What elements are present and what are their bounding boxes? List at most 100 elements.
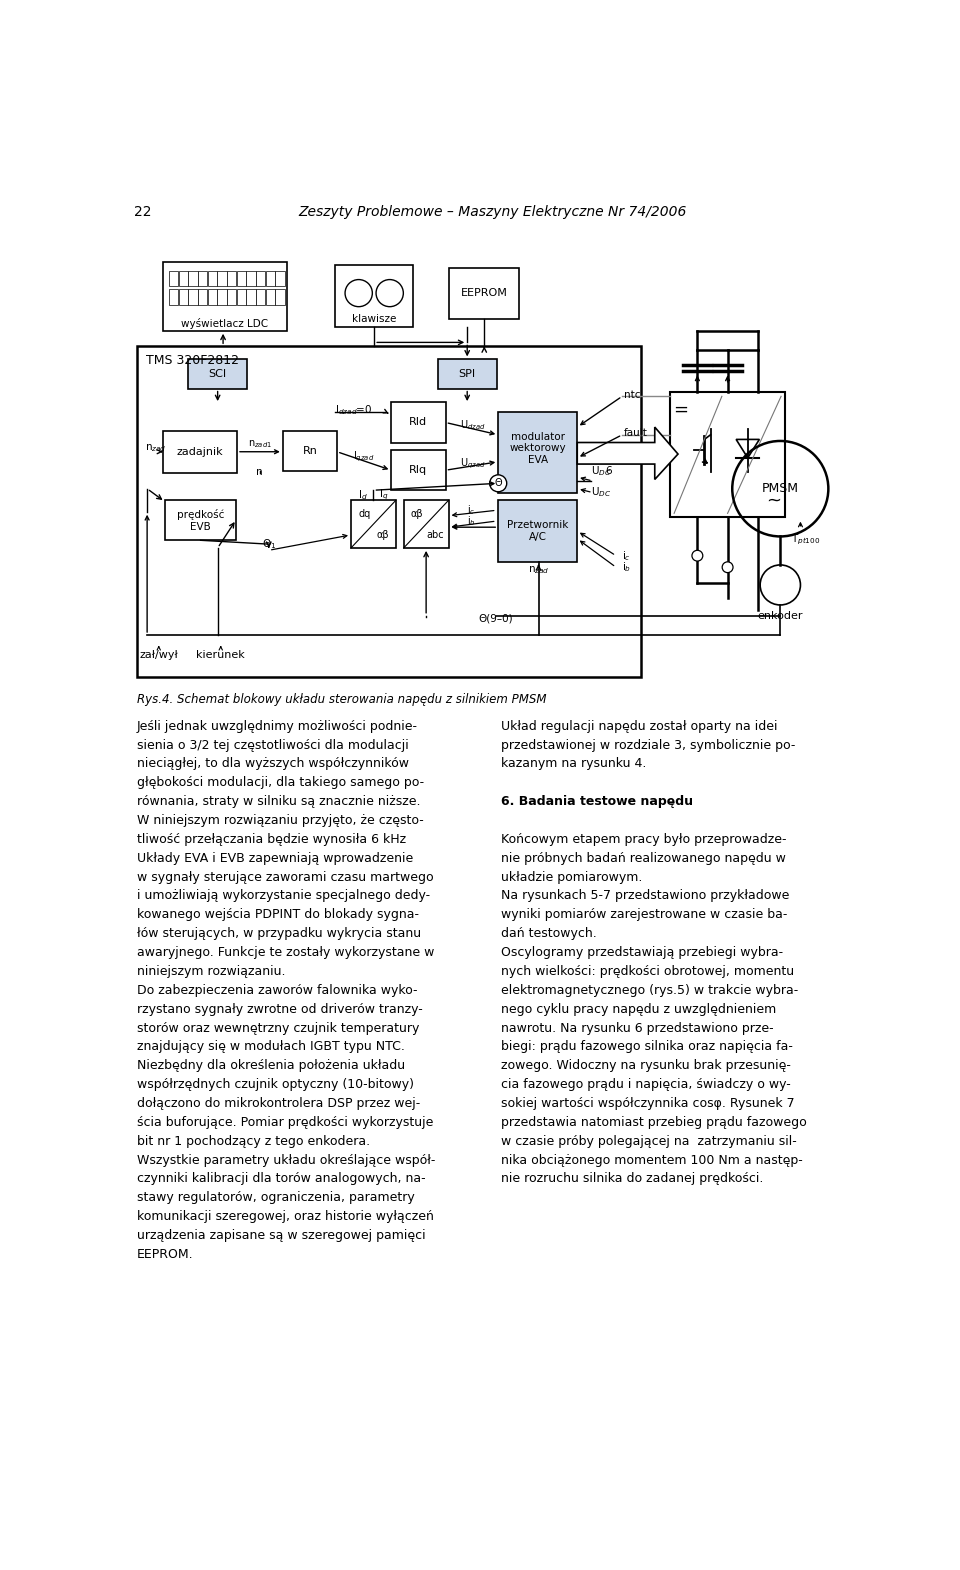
Bar (188, 270, 198, 286)
Text: w sygnały sterujące zaworami czasu martwego: w sygnały sterujące zaworami czasu martw… (137, 871, 434, 884)
Polygon shape (577, 427, 678, 479)
Text: komunikacji szeregowej, oraz historie wyłączeń: komunikacji szeregowej, oraz historie wy… (137, 1210, 434, 1223)
Bar (207, 270, 217, 286)
Bar (169, 270, 179, 286)
Text: T$_{pt100}$: T$_{pt100}$ (791, 534, 821, 548)
Text: Jeśli jednak uwzględnimy możliwości podnie-: Jeśli jednak uwzględnimy możliwości podn… (137, 719, 418, 733)
Bar (351, 501, 396, 548)
Text: dq: dq (358, 509, 371, 518)
Text: RId: RId (409, 418, 427, 427)
Text: I$_q$: I$_q$ (379, 488, 388, 502)
Text: przedstawionej w rozdziale 3, symbolicznie po-: przedstawionej w rozdziale 3, symboliczn… (501, 738, 796, 752)
Text: nego cyklu pracy napędu z uwzględnieniem: nego cyklu pracy napędu z uwzględnieniem (501, 1003, 777, 1016)
Text: Rys.4. Schemat blokowy układu sterowania napędu z silnikiem PMSM: Rys.4. Schemat blokowy układu sterowania… (137, 692, 546, 706)
Bar (207, 289, 217, 305)
Text: elektromagnetycznego (rys.5) w trakcie wybra-: elektromagnetycznego (rys.5) w trakcie w… (501, 984, 799, 997)
Text: 6. Badania testowe napędu: 6. Badania testowe napędu (501, 794, 693, 809)
Bar (188, 360, 247, 389)
Bar (137, 347, 641, 677)
Bar (283, 430, 337, 471)
Text: wyniki pomiarów zarejestrowane w czasie ba-: wyniki pomiarów zarejestrowane w czasie … (501, 909, 787, 922)
Text: sienia o 3/2 tej częstotliwości dla modulacji: sienia o 3/2 tej częstotliwości dla modu… (137, 738, 409, 752)
Text: U$_{dzad}$: U$_{dzad}$ (460, 418, 486, 432)
Text: i$_c$: i$_c$ (622, 550, 631, 562)
Text: n: n (256, 466, 263, 477)
Text: Na rysunkach 5-7 przedstawiono przykładowe: Na rysunkach 5-7 przedstawiono przykłado… (501, 890, 790, 903)
Text: dołączono do mikrokontrolera DSP przez wej-: dołączono do mikrokontrolera DSP przez w… (137, 1097, 420, 1110)
Bar (227, 270, 236, 286)
Text: układzie pomiarowym.: układzie pomiarowym. (501, 871, 642, 884)
Text: fault: fault (624, 429, 648, 438)
Text: klawisze: klawisze (352, 314, 396, 325)
Bar (169, 289, 179, 305)
Text: abc: abc (426, 529, 444, 540)
Bar (162, 430, 237, 473)
Text: I$_{dzad}$=0: I$_{dzad}$=0 (335, 403, 372, 418)
Text: łów sterujących, w przypadku wykrycia stanu: łów sterujących, w przypadku wykrycia st… (137, 928, 421, 940)
Text: awaryjnego. Funkcje te zostały wykorzystane w: awaryjnego. Funkcje te zostały wykorzyst… (137, 947, 435, 959)
Bar (276, 270, 285, 286)
Text: I$_d$: I$_d$ (358, 488, 368, 502)
Text: Końcowym etapem pracy było przeprowadze-: Końcowym etapem pracy było przeprowadze- (501, 834, 787, 846)
Text: U$_{DC}$: U$_{DC}$ (591, 485, 612, 499)
Bar (247, 270, 255, 286)
Text: nie rozruchu silnika do zadanej prędkości.: nie rozruchu silnika do zadanej prędkośc… (501, 1173, 763, 1185)
Bar (217, 270, 227, 286)
Text: cia fazowego prądu i napięcia, świadczy o wy-: cia fazowego prądu i napięcia, świadczy … (501, 1079, 791, 1091)
Text: zowego. Widoczny na rysunku brak przesunię-: zowego. Widoczny na rysunku brak przesun… (501, 1060, 791, 1072)
Text: W niniejszym rozwiązaniu przyjęto, że często-: W niniejszym rozwiązaniu przyjęto, że cz… (137, 813, 423, 827)
Text: i umożliwiają wykorzystanie specjalnego dedy-: i umożliwiają wykorzystanie specjalnego … (137, 890, 430, 903)
Text: nika obciążonego momentem 100 Nm a następ-: nika obciążonego momentem 100 Nm a nastę… (501, 1154, 804, 1167)
Bar (256, 289, 265, 305)
Bar (162, 262, 287, 331)
Text: wyświetlacz LDC: wyświetlacz LDC (181, 317, 268, 328)
Text: biegi: prądu fazowego silnika oraz napięcia fa-: biegi: prądu fazowego silnika oraz napię… (501, 1041, 793, 1053)
Bar (179, 270, 188, 286)
Text: SCI: SCI (208, 369, 227, 378)
Bar (392, 451, 445, 490)
Circle shape (722, 562, 733, 573)
Text: Θ$_1$: Θ$_1$ (262, 537, 276, 551)
Text: zadajnik: zadajnik (177, 447, 223, 457)
Bar (217, 289, 227, 305)
Text: Układ regulacji napędu został oparty na idei: Układ regulacji napędu został oparty na … (501, 719, 778, 733)
Bar (236, 289, 246, 305)
Text: Θ(9–0): Θ(9–0) (479, 612, 514, 623)
Text: EEPROM.: EEPROM. (137, 1248, 194, 1261)
Text: Do zabezpieczenia zaworów falownika wyko-: Do zabezpieczenia zaworów falownika wyko… (137, 984, 418, 997)
Text: współrzędnych czujnik optyczny (10-bitowy): współrzędnych czujnik optyczny (10-bitow… (137, 1079, 414, 1091)
Text: rzystano sygnały zwrotne od driverów tranzy-: rzystano sygnały zwrotne od driverów tra… (137, 1003, 422, 1016)
Text: stawy regulatorów, ograniczenia, parametry: stawy regulatorów, ograniczenia, paramet… (137, 1192, 415, 1204)
Text: U$_{qzad}$: U$_{qzad}$ (460, 457, 486, 471)
Bar (266, 270, 275, 286)
Text: przedstawia natomiast przebieg prądu fazowego: przedstawia natomiast przebieg prądu faz… (501, 1116, 807, 1129)
Text: 22: 22 (134, 206, 152, 220)
Bar (276, 289, 285, 305)
Text: n$_{zad}$: n$_{zad}$ (528, 564, 549, 576)
Bar (266, 289, 275, 305)
Bar (403, 501, 448, 548)
Text: kowanego wejścia PDPINT do blokady sygna-: kowanego wejścia PDPINT do blokady sygna… (137, 909, 420, 922)
Text: SPI: SPI (459, 369, 476, 378)
Text: αβ: αβ (411, 509, 423, 518)
Text: storów oraz wewnętrzny czujnik temperatury: storów oraz wewnętrzny czujnik temperatu… (137, 1022, 420, 1035)
Text: Zeszyty Problemowe – Maszyny Elektryczne Nr 74/2006: Zeszyty Problemowe – Maszyny Elektryczne… (298, 206, 686, 220)
Circle shape (490, 474, 507, 491)
Text: urządzenia zapisane są w szeregowej pamięci: urządzenia zapisane są w szeregowej pami… (137, 1229, 425, 1242)
Text: PMSM: PMSM (762, 482, 799, 495)
Text: i$_b$: i$_b$ (468, 513, 476, 528)
Text: Oscylogramy przedstawiają przebiegi wybra-: Oscylogramy przedstawiają przebiegi wybr… (501, 947, 783, 959)
Text: U$_{DC}$: U$_{DC}$ (591, 465, 612, 477)
Circle shape (692, 551, 703, 560)
Text: kazanym na rysunku 4.: kazanym na rysunku 4. (501, 757, 647, 771)
Text: kierunek: kierunek (197, 650, 245, 661)
Bar (438, 360, 496, 389)
Text: enkoder: enkoder (757, 611, 804, 620)
Text: bit nr 1 pochodzący z tego enkodera.: bit nr 1 pochodzący z tego enkodera. (137, 1135, 371, 1148)
Text: czynniki kalibracji dla torów analogowych, na-: czynniki kalibracji dla torów analogowyc… (137, 1173, 425, 1185)
Bar (498, 411, 577, 493)
Bar (227, 289, 236, 305)
Text: 6: 6 (605, 466, 612, 476)
Text: αβ: αβ (376, 529, 389, 540)
Text: Przetwornik
A/C: Przetwornik A/C (507, 520, 568, 542)
